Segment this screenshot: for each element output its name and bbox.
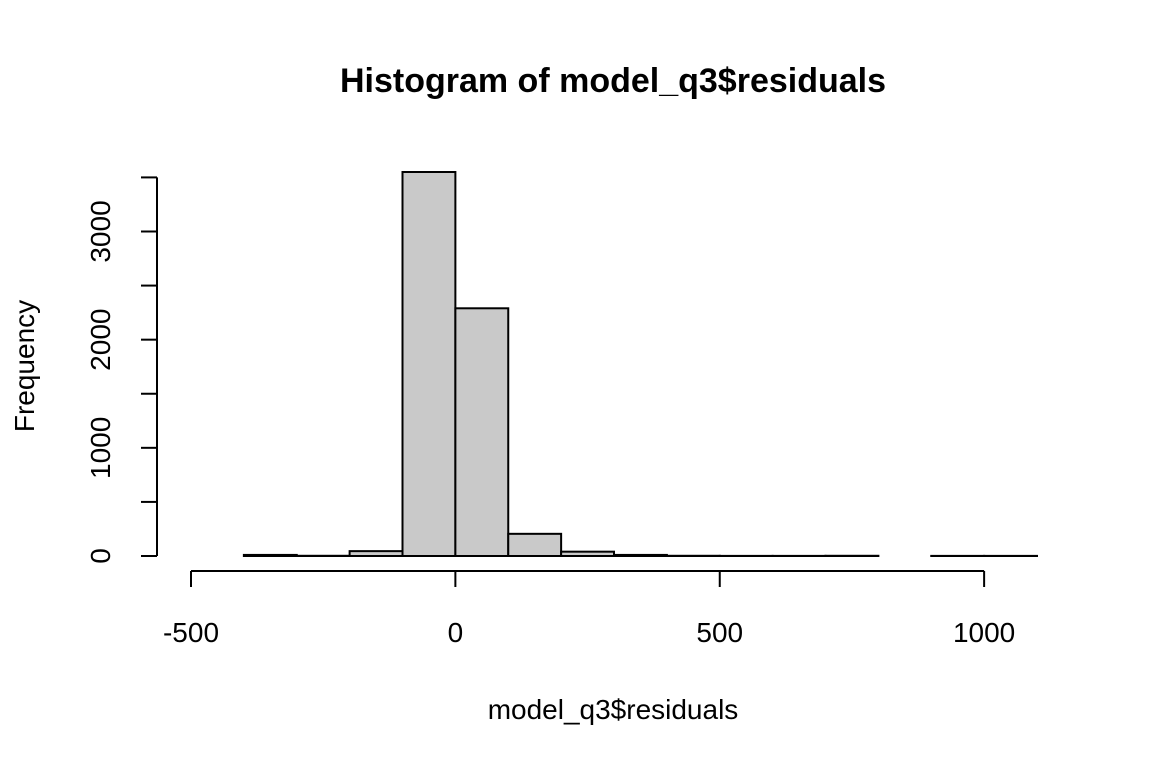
x-tick-label: 1000 <box>953 617 1015 648</box>
y-axis-label: Frequency <box>9 300 40 432</box>
histogram-bar-8 <box>613 553 668 558</box>
x-axis: -500 0 500 1000 <box>163 570 1015 648</box>
y-tick-label: 3000 <box>85 200 116 262</box>
x-tick-label: -500 <box>163 617 219 648</box>
histogram-bar-3 <box>348 550 404 557</box>
x-axis-label: model_q3$residuals <box>488 694 739 725</box>
histogram-bar-6 <box>507 532 563 558</box>
y-axis: 0 1000 2000 3000 <box>85 176 158 564</box>
histogram-bar-1 <box>242 553 298 558</box>
x-tick-label: 500 <box>696 617 743 648</box>
chart-title: Histogram of model_q3$residuals <box>340 62 886 100</box>
x-tick-label: 0 <box>448 617 464 648</box>
histogram-bar-7 <box>560 550 615 557</box>
y-tick-label: 2000 <box>85 309 116 371</box>
y-tick-label: 0 <box>85 548 116 564</box>
histogram-bar-4 <box>401 171 457 557</box>
y-tick-label: 1000 <box>85 417 116 479</box>
histogram-bar-5 <box>454 307 510 558</box>
bars-layer <box>242 171 1038 558</box>
